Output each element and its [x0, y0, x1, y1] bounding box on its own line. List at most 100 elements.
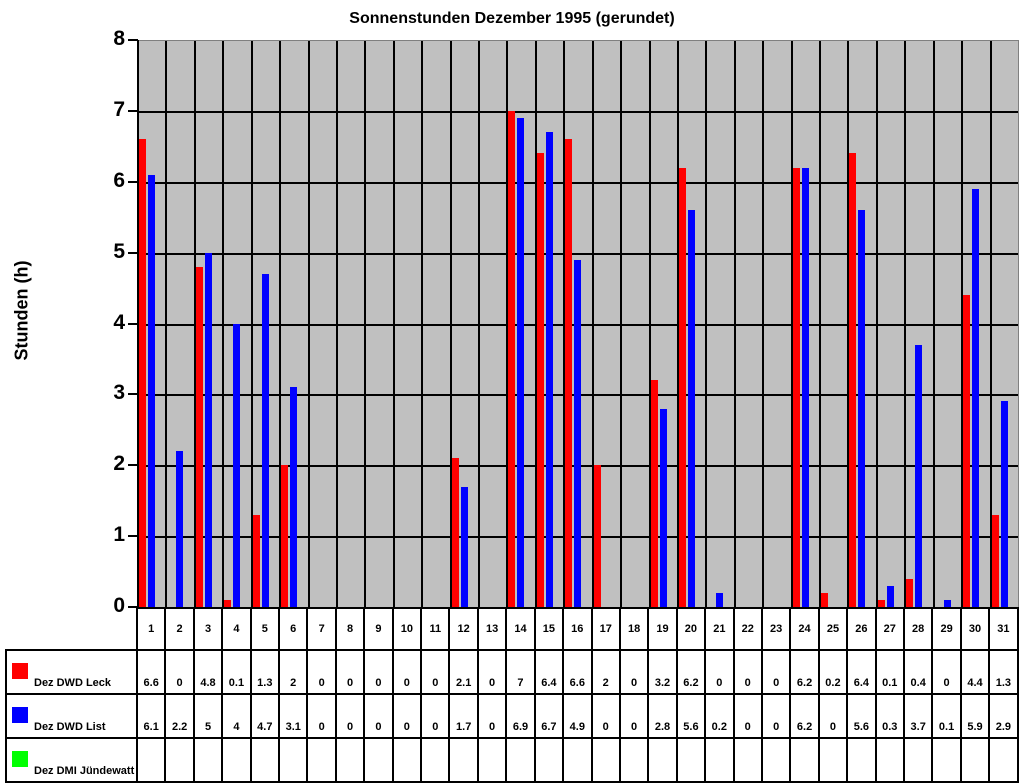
bar-dez-dwd-leck-25 — [821, 592, 829, 607]
gridline-horizontal — [138, 252, 1018, 255]
y-tick-label: 7 — [113, 97, 125, 121]
table-cell: 4.8 — [192, 649, 224, 695]
x-category-label: 12 — [448, 607, 479, 651]
x-category-label: 7 — [306, 607, 337, 651]
table-cell: 2 — [590, 649, 621, 695]
table-cell — [476, 737, 508, 783]
table-cell — [590, 737, 621, 783]
table-cell: 0.3 — [874, 693, 905, 739]
table-cell — [562, 737, 593, 783]
table-cell: 0 — [306, 693, 337, 739]
bar-dez-dwd-leck-16 — [565, 139, 573, 607]
legend-label: Dez DWD List — [34, 721, 106, 733]
table-cell — [192, 737, 224, 783]
x-category-label: 18 — [618, 607, 650, 651]
table-cell — [902, 737, 934, 783]
bar-dez-dwd-list-26 — [858, 210, 866, 607]
table-cell — [533, 737, 565, 783]
gridline-vertical — [961, 41, 964, 607]
legend-label: Dez DWD Leck — [34, 677, 112, 689]
gridline-vertical — [392, 41, 395, 607]
table-cell — [420, 737, 451, 783]
x-category-label: 3 — [192, 607, 224, 651]
bar-dez-dwd-list-30 — [972, 188, 980, 607]
table-cell: 3.7 — [902, 693, 934, 739]
table-cell: 6.4 — [533, 649, 565, 695]
y-axis-line — [137, 40, 139, 607]
bar-dez-dwd-leck-15 — [536, 153, 544, 607]
table-cell — [135, 737, 167, 783]
table-cell — [164, 737, 195, 783]
table-cell: 0.2 — [817, 649, 849, 695]
table-cell: 6.2 — [789, 693, 820, 739]
table-cell: 0 — [760, 693, 792, 739]
table-cell: 6.1 — [135, 693, 167, 739]
y-axis-label: Stunden (h) — [11, 260, 32, 361]
y-tick-mark — [128, 251, 138, 254]
x-category-label: 30 — [959, 607, 991, 651]
table-cell — [789, 737, 820, 783]
x-category-label: 31 — [988, 607, 1019, 651]
gridline-vertical — [875, 41, 878, 607]
y-tick-label: 8 — [113, 27, 125, 50]
x-category-label: 27 — [874, 607, 905, 651]
table-cell: 0.1 — [931, 693, 962, 739]
bar-dez-dwd-list-14 — [517, 117, 525, 607]
gridline-vertical — [676, 41, 679, 607]
table-cell: 0 — [363, 649, 394, 695]
x-category-label: 15 — [533, 607, 565, 651]
table-cell: 0.4 — [902, 649, 934, 695]
bar-dez-dwd-leck-24 — [792, 167, 800, 607]
y-tick-mark — [128, 109, 138, 112]
gridline-vertical — [335, 41, 338, 607]
gridline-vertical — [620, 41, 623, 607]
x-category-label: 13 — [476, 607, 508, 651]
x-category-label: 8 — [334, 607, 366, 651]
x-category-label: 19 — [647, 607, 678, 651]
table-cell: 6.9 — [505, 693, 536, 739]
table-cell: 4.9 — [562, 693, 593, 739]
bar-dez-dwd-leck-26 — [849, 153, 857, 607]
table-cell — [704, 737, 735, 783]
gridline-vertical — [904, 41, 907, 607]
y-tick-label: 0 — [113, 594, 125, 617]
table-cell: 5.6 — [675, 693, 707, 739]
table-cell: 3.2 — [647, 649, 678, 695]
bar-dez-dwd-leck-30 — [963, 295, 971, 607]
bar-dez-dwd-leck-14 — [508, 110, 516, 607]
table-cell: 0 — [476, 693, 508, 739]
table-cell: 0 — [334, 649, 366, 695]
table-row: Dez DMI Jündewatt — [5, 737, 1019, 783]
y-tick-label: 2 — [113, 452, 125, 476]
gridline-vertical — [563, 41, 566, 607]
table-cell: 0 — [618, 693, 650, 739]
x-category-label: 16 — [562, 607, 593, 651]
table-cell: 4.7 — [249, 693, 281, 739]
table-cell: 2 — [278, 649, 309, 695]
gridline-vertical — [705, 41, 708, 607]
x-category-label: 17 — [590, 607, 621, 651]
table-cell: 6.2 — [789, 649, 820, 695]
bar-dez-dwd-leck-5 — [252, 514, 260, 607]
table-cell — [846, 737, 877, 783]
table-cell: 0 — [704, 649, 735, 695]
table-cell — [732, 737, 763, 783]
bar-dez-dwd-leck-28 — [906, 578, 914, 607]
table-cell: 0 — [760, 649, 792, 695]
table-cell: 0 — [590, 693, 621, 739]
table-cell: 6.7 — [533, 693, 565, 739]
table-cell: 1.7 — [448, 693, 479, 739]
x-category-label: 14 — [505, 607, 536, 651]
table-cell: 0 — [306, 649, 337, 695]
gridline-vertical — [222, 41, 225, 607]
bar-dez-dwd-list-24 — [801, 167, 809, 607]
gridline-vertical — [165, 41, 168, 607]
gridline-vertical — [478, 41, 481, 607]
gridline-horizontal — [138, 110, 1018, 113]
table-cell: 6.2 — [675, 649, 707, 695]
bar-dez-dwd-list-6 — [290, 387, 298, 607]
gridline-horizontal — [138, 181, 1018, 184]
bar-dez-dwd-leck-19 — [650, 380, 658, 607]
table-cell: 0 — [931, 649, 962, 695]
bar-dez-dwd-list-15 — [545, 132, 553, 607]
